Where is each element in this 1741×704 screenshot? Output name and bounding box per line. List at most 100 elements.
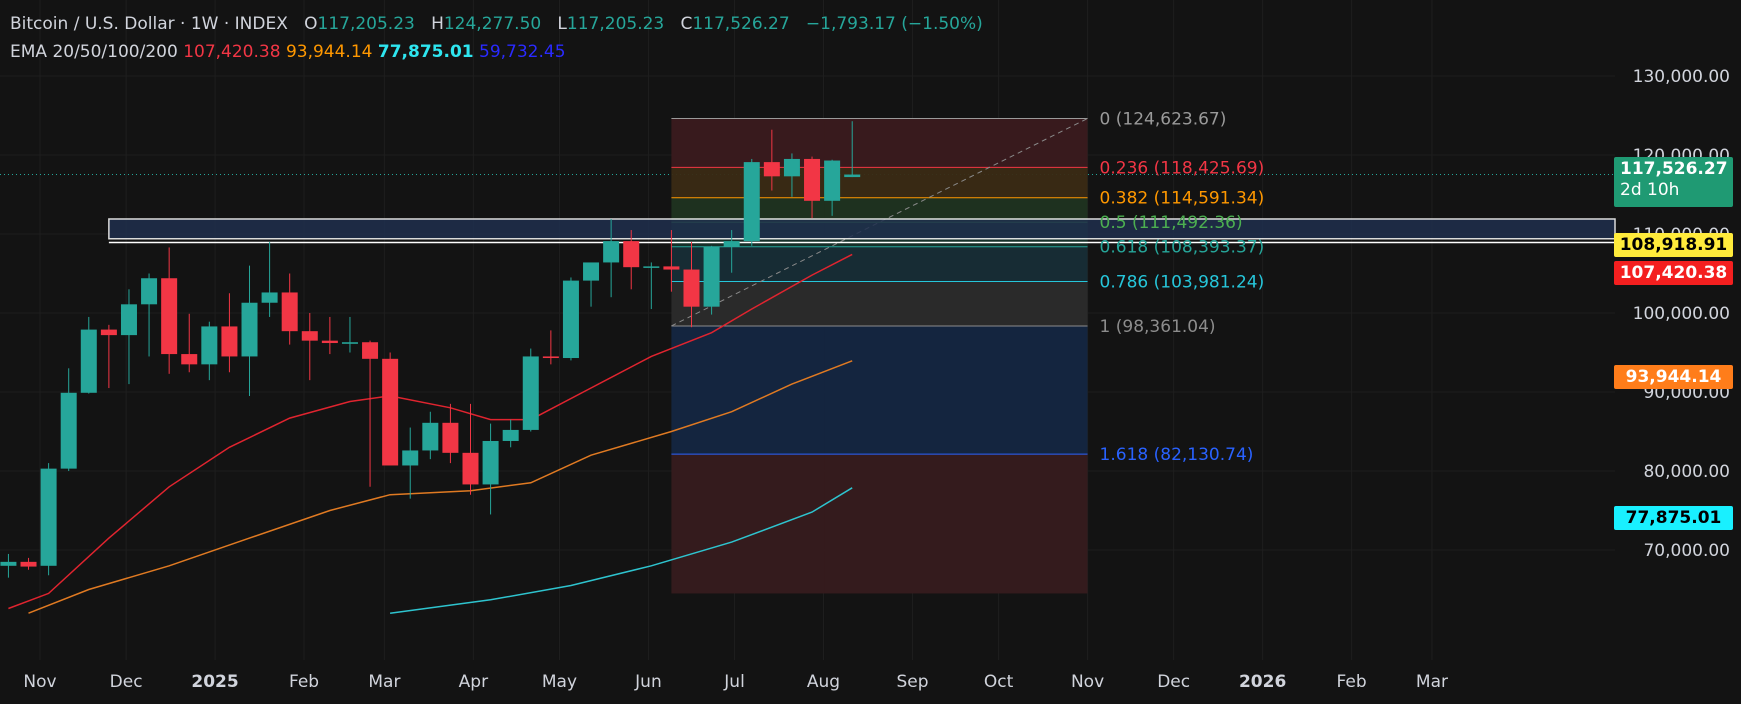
candle[interactable] — [0, 553, 17, 578]
candle[interactable] — [261, 241, 278, 317]
candle[interactable] — [40, 463, 57, 576]
low-value: 117,205.23 — [566, 14, 665, 34]
candle-body — [281, 292, 298, 332]
candle[interactable] — [60, 368, 77, 471]
candle-body — [804, 158, 821, 201]
candle[interactable] — [382, 352, 399, 466]
candle[interactable] — [663, 230, 680, 292]
candle-body — [422, 422, 439, 451]
candle[interactable] — [301, 313, 318, 381]
candle[interactable] — [562, 277, 579, 361]
candle[interactable] — [583, 262, 600, 307]
candle-body — [763, 162, 780, 177]
candle[interactable] — [703, 245, 720, 315]
ema-label[interactable]: EMA 20/50/100/200 — [10, 42, 178, 62]
candle[interactable] — [743, 158, 760, 246]
open-value: 117,205.23 — [317, 14, 415, 34]
candle-body — [60, 392, 77, 469]
fib-band — [671, 197, 1088, 223]
candle-body — [482, 440, 499, 485]
candle[interactable] — [422, 411, 439, 460]
candle[interactable] — [120, 289, 137, 385]
candle-body — [844, 174, 861, 178]
candle[interactable] — [522, 348, 539, 432]
candle-body — [161, 278, 178, 355]
y-axis-label: 80,000.00 — [1643, 462, 1730, 482]
candle[interactable] — [824, 159, 841, 216]
candle-body — [201, 326, 218, 365]
candle-body — [683, 269, 700, 307]
x-axis-label: Nov — [1071, 672, 1104, 692]
candle[interactable] — [683, 241, 700, 328]
candle[interactable] — [181, 313, 198, 373]
candle-body — [462, 452, 479, 485]
support-zone-rectangle[interactable] — [108, 218, 1616, 240]
candle[interactable] — [20, 557, 37, 570]
candle[interactable] — [723, 230, 740, 273]
candle-body — [221, 326, 238, 357]
fib-band — [671, 118, 1088, 168]
candle[interactable] — [402, 427, 419, 499]
candle[interactable] — [321, 316, 338, 355]
candle-body — [80, 329, 97, 393]
fib-level-label: 1 (98,361.04) — [1100, 317, 1216, 337]
fib-trend-line[interactable] — [671, 118, 1088, 327]
candle[interactable] — [844, 121, 861, 178]
ema-line-100[interactable] — [390, 487, 853, 614]
fib-band — [671, 325, 1088, 455]
ema-legend: EMA 20/50/100/200 107,420.38 93,944.14 7… — [10, 42, 566, 62]
open-key: O — [304, 14, 318, 34]
fib-level-label: 0.618 (108,393.37) — [1100, 238, 1265, 258]
candle[interactable] — [643, 262, 660, 310]
close-value: 117,526.27 — [692, 14, 790, 34]
candle-body — [623, 241, 640, 268]
fib-level-label: 0 (124,623.67) — [1100, 109, 1227, 129]
candle[interactable] — [462, 403, 479, 495]
candle-body — [442, 422, 459, 453]
last-price-value: 117,526.27 — [1620, 159, 1728, 179]
candle[interactable] — [763, 129, 780, 191]
candle-body — [643, 266, 660, 268]
x-axis-label: Aug — [807, 672, 840, 692]
candle[interactable] — [141, 273, 158, 357]
last-price-tag: 117,526.27 2d 10h — [1614, 157, 1733, 207]
ema100-value: 77,875.01 — [377, 42, 474, 62]
candle-body — [562, 280, 579, 359]
candle[interactable] — [80, 316, 97, 394]
high-key: H — [431, 14, 444, 34]
candle[interactable] — [783, 153, 800, 197]
candle[interactable] — [201, 321, 218, 381]
candle-body — [723, 241, 740, 247]
candle[interactable] — [542, 330, 559, 365]
x-axis-label: Apr — [459, 672, 488, 692]
candle-body — [783, 158, 800, 177]
candle[interactable] — [603, 218, 620, 298]
candle[interactable] — [442, 403, 459, 464]
candle-body — [583, 262, 600, 281]
fib-band — [671, 281, 1088, 326]
candle[interactable] — [100, 324, 117, 389]
low-key: L — [557, 14, 567, 34]
x-axis-label: Nov — [23, 672, 56, 692]
candle[interactable] — [362, 340, 379, 487]
candle[interactable] — [623, 230, 640, 290]
candle[interactable] — [341, 316, 358, 353]
symbol-title[interactable]: Bitcoin / U.S. Dollar · 1W · INDEX — [10, 14, 288, 34]
candle[interactable] — [221, 293, 238, 373]
candle-body — [362, 342, 379, 359]
symbol-legend: Bitcoin / U.S. Dollar · 1W · INDEX O117,… — [10, 14, 983, 34]
x-axis-label: Dec — [110, 672, 143, 692]
y-axis-label: 100,000.00 — [1633, 304, 1730, 324]
candle[interactable] — [482, 423, 499, 515]
ema200-value: 59,732.45 — [479, 42, 566, 62]
fib-level-label: 0.236 (118,425.69) — [1100, 158, 1265, 178]
candle[interactable] — [502, 419, 519, 448]
candle[interactable] — [281, 273, 298, 345]
candle[interactable] — [161, 247, 178, 374]
x-axis-label: Feb — [289, 672, 319, 692]
candle[interactable] — [804, 156, 821, 219]
candle[interactable] — [241, 265, 258, 396]
ema20-value: 107,420.38 — [183, 42, 281, 62]
